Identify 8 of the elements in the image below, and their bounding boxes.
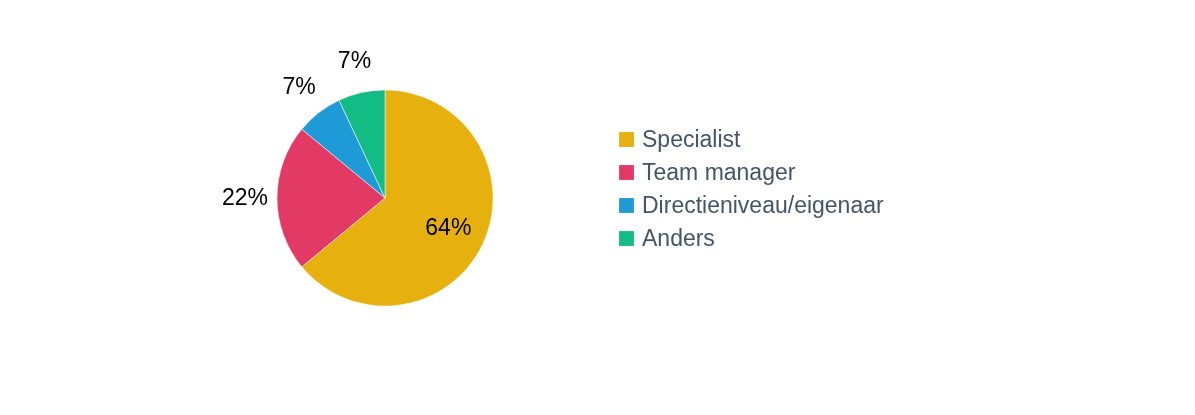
legend-label: Directieniveau/eigenaar <box>642 191 884 218</box>
legend-label: Anders <box>642 224 715 251</box>
data-label: 64% <box>425 213 472 240</box>
data-label: 22% <box>221 184 269 210</box>
legend-label: Team manager <box>642 158 796 185</box>
data-label: 7% <box>337 47 372 74</box>
data-label: 7% <box>282 73 316 100</box>
legend-label: Specialist <box>642 125 742 152</box>
